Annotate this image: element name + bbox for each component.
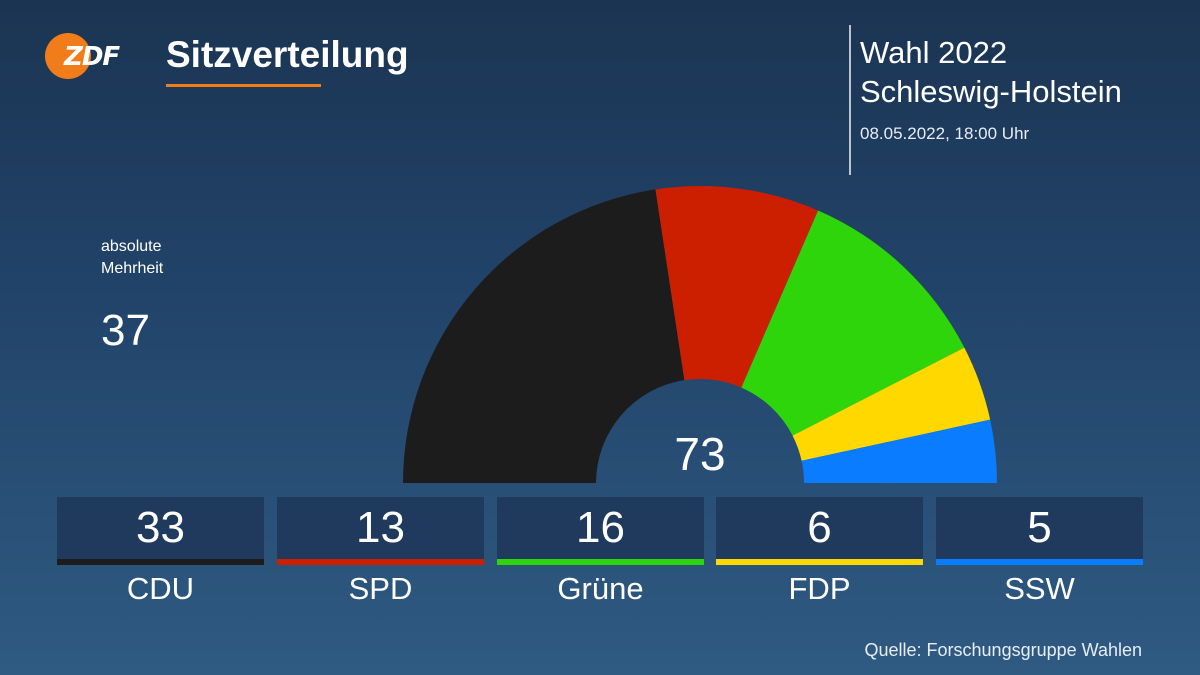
party-card-ssw: 5 SSW (936, 497, 1143, 607)
seat-segment-fdp (792, 347, 991, 461)
header-divider (849, 25, 851, 175)
party-color-bar (57, 559, 264, 565)
party-color-bar (497, 559, 704, 565)
page-title: Sitzverteilung (166, 34, 409, 75)
party-name: FDP (788, 571, 851, 606)
party-card-cdu: 33 CDU (57, 497, 264, 607)
party-color-bar (716, 559, 923, 565)
party-seats-value: 33 (136, 503, 185, 552)
seat-segment-spd (655, 186, 819, 388)
party-color-bar (936, 559, 1143, 565)
party-color-bar (277, 559, 484, 565)
election-title-line2: Schleswig-Holstein (860, 74, 1122, 109)
party-seats-value: 16 (576, 503, 625, 552)
party-seats-value: 6 (807, 503, 832, 552)
majority-label: absolute Mehrheit (101, 236, 221, 280)
party-name: CDU (126, 571, 195, 606)
party-seats-box: 33 (57, 497, 264, 559)
seat-segment-cdu (403, 189, 685, 483)
party-card-spd: 13 SPD (277, 497, 484, 607)
majority-value: 37 (101, 306, 150, 355)
party-name: SPD (348, 571, 413, 606)
party-seats-box: 5 (936, 497, 1143, 559)
party-seats-value: 5 (1027, 503, 1052, 552)
party-card-fdp: 6 FDP (716, 497, 923, 607)
election-date: 08.05.2022, 18:00 Uhr (860, 124, 1030, 143)
party-seats-box: 13 (277, 497, 484, 559)
zdf-logo (45, 33, 91, 79)
party-name: SSW (1004, 571, 1075, 606)
election-title: Wahl 2022 Schleswig-Holstein (860, 33, 1122, 111)
seat-segment-gr-ne (741, 210, 965, 436)
election-title-line1: Wahl 2022 (860, 35, 1008, 70)
majority-label-line2: Mehrheit (101, 260, 164, 277)
majority-label-line1: absolute (101, 238, 162, 255)
party-seats-box: 6 (716, 497, 923, 559)
party-seats-value: 13 (356, 503, 405, 552)
source-note: Quelle: Forschungsgruppe Wahlen (864, 640, 1143, 660)
total-seats-label: 73 (674, 428, 725, 480)
party-name: Grüne (557, 571, 644, 606)
title-underline (166, 84, 321, 87)
zdf-logo-text: ZDF (64, 42, 120, 72)
party-seats-box: 16 (497, 497, 704, 559)
party-card-gr-ne: 16 Grüne (497, 497, 704, 607)
seat-segment-ssw (801, 419, 997, 483)
